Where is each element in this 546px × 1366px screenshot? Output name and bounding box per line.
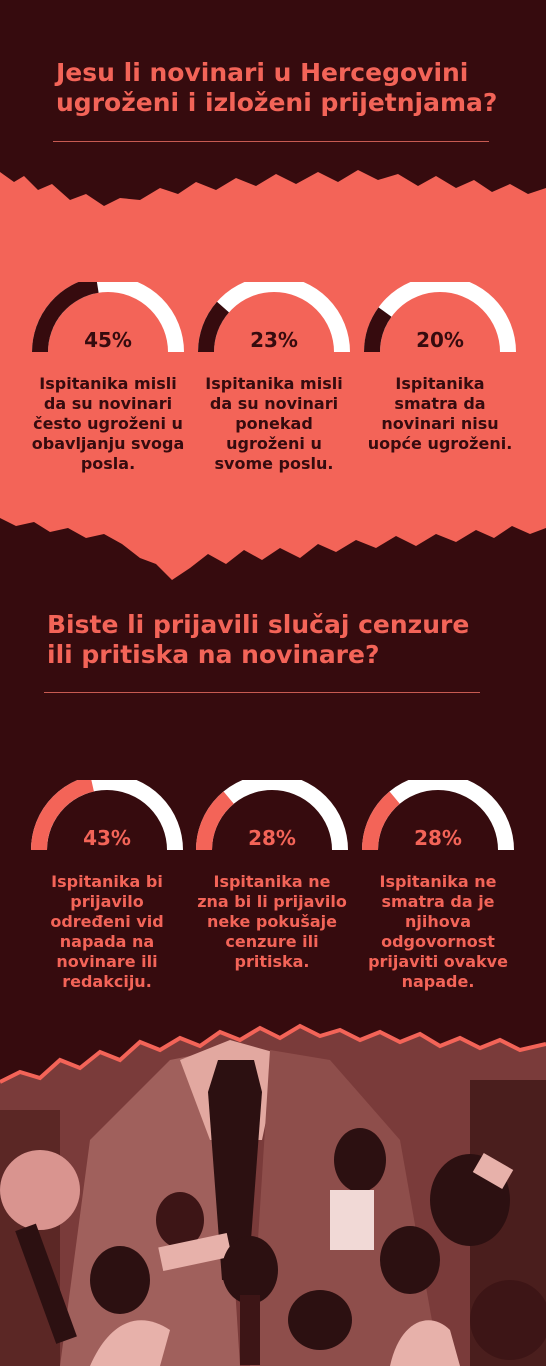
gauge-fill [32, 282, 99, 353]
donut-gauge-sometimes-threatened [198, 282, 350, 353]
stat-card-unsure: 28% Ispitanika ne zna bi li prijavilo ne… [192, 780, 352, 980]
description-line: smatra da je [381, 892, 495, 911]
description-line: napada na [59, 932, 155, 951]
reporter-hand [90, 1320, 170, 1366]
description-line: napade. [401, 972, 475, 991]
necktie [208, 1060, 262, 1280]
description-line: pritiska. [234, 952, 310, 971]
microphone-head [222, 1236, 278, 1304]
description-line: neke pokušaje [206, 912, 337, 931]
description-line: često ugroženi u [33, 414, 183, 433]
gauge-fill [362, 791, 401, 851]
donut-gauge-not-responsible [362, 780, 514, 851]
description-line: određeni vid [50, 912, 164, 931]
gauge-fill [364, 307, 392, 353]
torn-paper-band [0, 170, 546, 580]
percent-value: 43% [83, 826, 131, 850]
description-line: da su novinari [43, 394, 173, 413]
stat-card-not-responsible: 28% Ispitanika ne smatra da je njihova o… [358, 780, 518, 991]
description-line: ugroženi u [226, 434, 322, 453]
stat-card-not-threatened: 20% Ispitanika smatra da novinari nisu u… [360, 282, 520, 482]
description-line: posla. [80, 454, 136, 473]
gauge-fill [196, 791, 235, 851]
stat-description: Ispitanika ne smatra da je njihova odgov… [356, 872, 520, 992]
donut-gauge-would-report [31, 780, 183, 851]
section1-title: Jesu li novinari u Hercegovini ugroženi … [56, 58, 536, 118]
percent-value: 28% [248, 826, 296, 850]
description-line: Ispitanika bi [51, 872, 163, 891]
description-line: uopće ugroženi. [367, 434, 513, 453]
donut-gauge-often-threatened [32, 282, 184, 353]
description-line: smatra da [394, 394, 486, 413]
description-line: Ispitanika misli [39, 374, 177, 393]
description-line: zna bi li prijavilo [197, 892, 347, 911]
gauge-fill [31, 780, 95, 851]
microphone-head [0, 1150, 80, 1230]
description-line: ponekad [235, 414, 313, 433]
description-line: Ispitanika ne [213, 872, 331, 891]
description-line: prijavilo [70, 892, 144, 911]
microphone-head [90, 1246, 150, 1314]
description-line: cenzure ili [225, 932, 319, 951]
percent-value: 20% [416, 328, 464, 352]
description-line: njihova [405, 912, 471, 931]
description-line: novinare ili [56, 952, 158, 971]
microphone-handle [158, 1232, 232, 1272]
stat-description: Ispitanika smatra da novinari nisu uopće… [358, 374, 522, 454]
description-line: Ispitanika [395, 374, 485, 393]
description-line: redakciju. [62, 972, 152, 991]
description-line: svome poslu. [214, 454, 334, 473]
microphone-handle [15, 1223, 77, 1344]
microphone-head [470, 1280, 546, 1360]
percent-value: 45% [84, 328, 132, 352]
section1-title-line1: Jesu li novinari u Hercegovini [56, 58, 469, 87]
microphone-handle [240, 1295, 260, 1365]
donut-gauge-unsure [196, 780, 348, 851]
section1-title-line2: ugroženi i izloženi prijetnjama? [56, 88, 498, 117]
description-line: da su novinari [209, 394, 339, 413]
section1-divider [53, 141, 489, 142]
stat-description: Ispitanika misli da su novinari često ug… [26, 374, 190, 474]
stat-card-often-threatened: 45% Ispitanika misli da su novinari čest… [28, 282, 188, 482]
press-microphones-photo [0, 1023, 546, 1366]
section2-title: Biste li prijavili slučaj cenzure ili pr… [47, 610, 527, 670]
section2-divider [44, 692, 480, 693]
stat-card-sometimes-threatened: 23% Ispitanika misli da su novinari pone… [194, 282, 354, 482]
section2-title-line2: ili pritiska na novinare? [47, 640, 380, 669]
percent-value: 28% [414, 826, 462, 850]
description-line: obavljanju svoga [31, 434, 185, 453]
description-line: Ispitanika ne [379, 872, 497, 891]
reporter-hand [390, 1320, 460, 1366]
description-line: odgovornost [381, 932, 495, 951]
microphones [0, 1128, 546, 1366]
percent-value: 23% [250, 328, 298, 352]
stat-description: Ispitanika bi prijavilo određeni vid nap… [25, 872, 189, 992]
microphone-head [334, 1128, 386, 1192]
microphone-handle [472, 1152, 514, 1190]
section2-title-line1: Biste li prijavili slučaj cenzure [47, 610, 470, 639]
description-line: Ispitanika misli [205, 374, 343, 393]
microphone-head [380, 1226, 440, 1294]
microphone-head [156, 1192, 204, 1248]
gauge-fill [198, 301, 230, 353]
microphone-handle [330, 1190, 374, 1250]
stat-description: Ispitanika ne zna bi li prijavilo neke p… [190, 872, 354, 972]
donut-gauge-not-threatened [364, 282, 516, 353]
stat-card-would-report: 43% Ispitanika bi prijavilo određeni vid… [27, 780, 187, 991]
stat-description: Ispitanika misli da su novinari ponekad … [192, 374, 356, 474]
description-line: prijaviti ovakve [368, 952, 508, 971]
description-line: novinari nisu [381, 414, 499, 433]
microphone-head [288, 1290, 352, 1350]
